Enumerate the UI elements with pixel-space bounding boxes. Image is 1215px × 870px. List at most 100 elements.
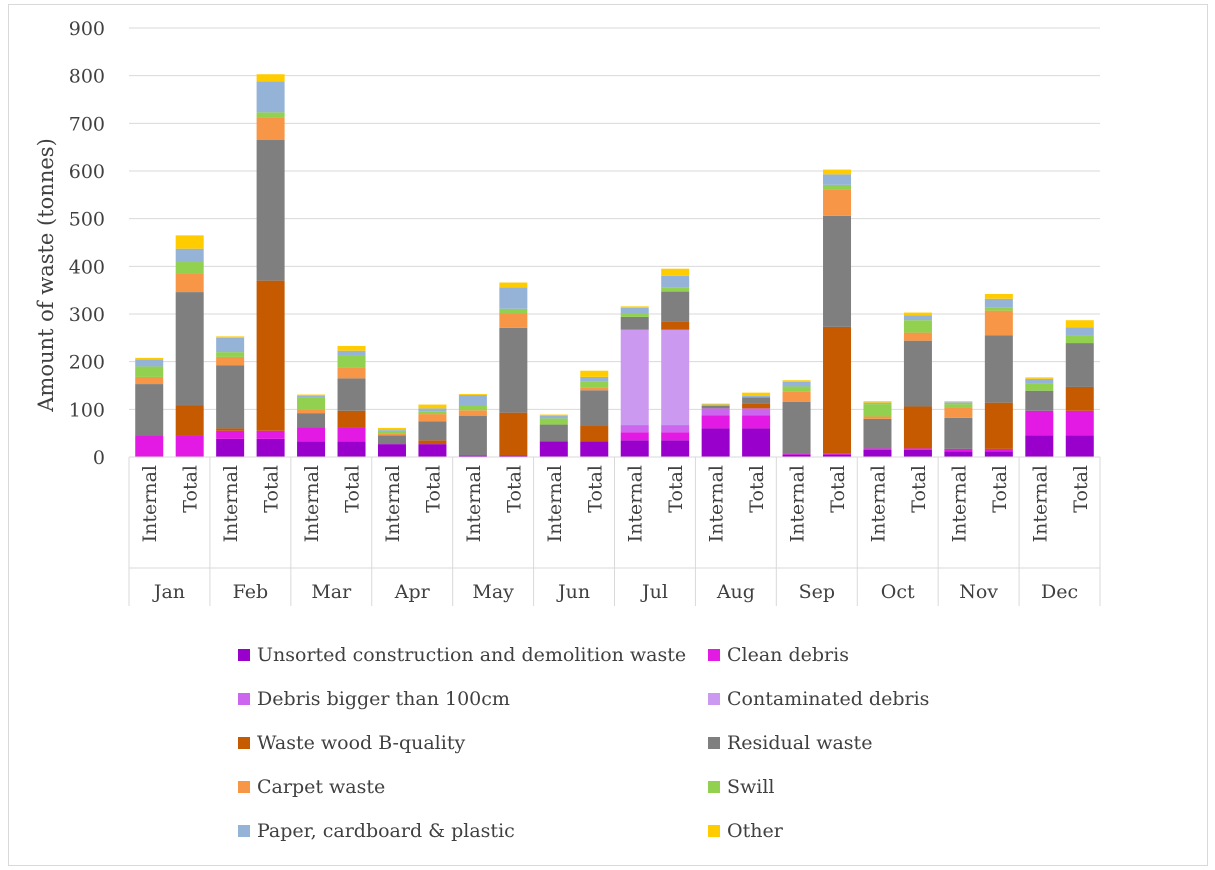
bar-segment — [580, 381, 609, 388]
bar-segment — [1065, 320, 1094, 328]
y-axis-ticks: 0 100 200 300 400 500 600 700 800 900 — [69, 18, 105, 469]
bar-segment — [377, 427, 406, 430]
bar-segment — [1025, 378, 1054, 384]
legend-label: Carpet waste — [257, 776, 386, 798]
bar-segment — [863, 418, 892, 449]
x-tick-label: Internal — [787, 465, 809, 542]
bar-segment — [823, 454, 852, 457]
bar-segment — [944, 417, 973, 449]
bar-segment — [903, 320, 932, 333]
bar-segment — [539, 416, 568, 419]
bar-segment — [823, 189, 852, 216]
bar-segment — [337, 355, 366, 368]
bar-segment — [216, 428, 245, 431]
bar-segment — [1025, 390, 1054, 411]
bar-segment — [863, 404, 892, 417]
bar-segment — [1065, 435, 1094, 457]
month-label: Dec — [1041, 581, 1078, 603]
bar-segment — [661, 432, 690, 441]
bar-segment — [661, 275, 690, 288]
y-tick-label: 700 — [69, 113, 105, 135]
bar-segment — [944, 451, 973, 457]
legend-label: Contaminated debris — [727, 688, 930, 710]
bar-segment — [701, 415, 730, 429]
bar-segment — [701, 405, 730, 409]
bar-segment — [944, 404, 973, 408]
bar-segment — [337, 367, 366, 379]
bar-segment — [782, 386, 811, 392]
x-tick-label: Total — [261, 465, 283, 513]
bar-segment — [1065, 386, 1094, 411]
bar-segment — [216, 337, 245, 353]
legend-swatch — [238, 825, 250, 837]
bar-segment — [256, 140, 285, 281]
bar-segment — [256, 280, 285, 431]
bar-segment — [742, 397, 771, 404]
legend-swatch — [238, 781, 250, 793]
x-axis: Internal Total Internal Total Internal Total I… — [128, 456, 1101, 606]
bar-segment — [742, 392, 771, 396]
x-tick-label: Total — [746, 465, 768, 513]
legend-label: Paper, cardboard & plastic — [257, 820, 515, 842]
bar-segment — [1065, 327, 1094, 336]
bar-segment — [701, 408, 730, 416]
legend-label: Debris bigger than 100cm — [257, 688, 510, 710]
bar-segment — [539, 418, 568, 425]
y-tick-label: 500 — [69, 209, 105, 231]
bar-segment — [863, 448, 892, 450]
bar-segment — [216, 356, 245, 366]
legend-label: Unsorted construction and demolition was… — [257, 644, 687, 666]
bar-segment — [742, 403, 771, 409]
month-label: Sep — [799, 581, 835, 603]
legend-swatch — [238, 649, 250, 661]
y-tick-label: 100 — [69, 399, 105, 421]
legend-item: Clean debris — [708, 640, 849, 670]
month-label: Jul — [640, 581, 668, 603]
y-tick-label: 400 — [69, 256, 105, 278]
bar-segment — [661, 291, 690, 322]
bar-segment — [175, 435, 204, 457]
bar-segment — [499, 327, 528, 413]
bar-segment — [458, 394, 487, 396]
bar-segment — [418, 404, 447, 409]
bar-segment — [782, 453, 811, 455]
bar-segment — [216, 365, 245, 429]
bar-segment — [458, 455, 487, 457]
bar-segment — [984, 307, 1013, 311]
bar-segment — [580, 390, 609, 427]
y-tick-label: 200 — [69, 352, 105, 374]
legend-item: Other — [708, 816, 783, 846]
bar-segment — [377, 433, 406, 436]
bar-segment — [337, 441, 366, 457]
legend-swatch — [708, 825, 720, 837]
bar-segment — [175, 405, 204, 436]
x-tick-label: Total — [1070, 465, 1092, 513]
bar-segment — [377, 429, 406, 431]
bar-segment — [458, 416, 487, 456]
bar-segment — [337, 345, 366, 351]
legend-swatch — [708, 693, 720, 705]
x-tick-label: Total — [989, 465, 1011, 513]
bar-segment — [297, 409, 326, 414]
bar-segment — [256, 112, 285, 118]
bar-segment — [944, 402, 973, 405]
bar-segment — [337, 410, 366, 428]
bar-segment — [580, 387, 609, 391]
bar-segment — [377, 430, 406, 434]
bar-segment — [984, 451, 1013, 457]
bar-segment — [216, 352, 245, 357]
bar-segment — [297, 395, 326, 398]
legend-item: Unsorted construction and demolition was… — [238, 640, 686, 670]
legend-label: Swill — [727, 776, 775, 798]
x-tick-label: Internal — [463, 465, 485, 542]
bar-segment — [782, 391, 811, 402]
bar-segment — [903, 340, 932, 407]
bar-segment — [418, 408, 447, 412]
x-tick-label: Total — [342, 465, 364, 513]
bar-segment — [499, 455, 528, 457]
bar-segment — [337, 378, 366, 411]
bar-segment — [661, 287, 690, 292]
x-tick-label: Internal — [1029, 465, 1051, 542]
bar-segment — [135, 384, 164, 436]
bar-segment — [297, 397, 326, 410]
